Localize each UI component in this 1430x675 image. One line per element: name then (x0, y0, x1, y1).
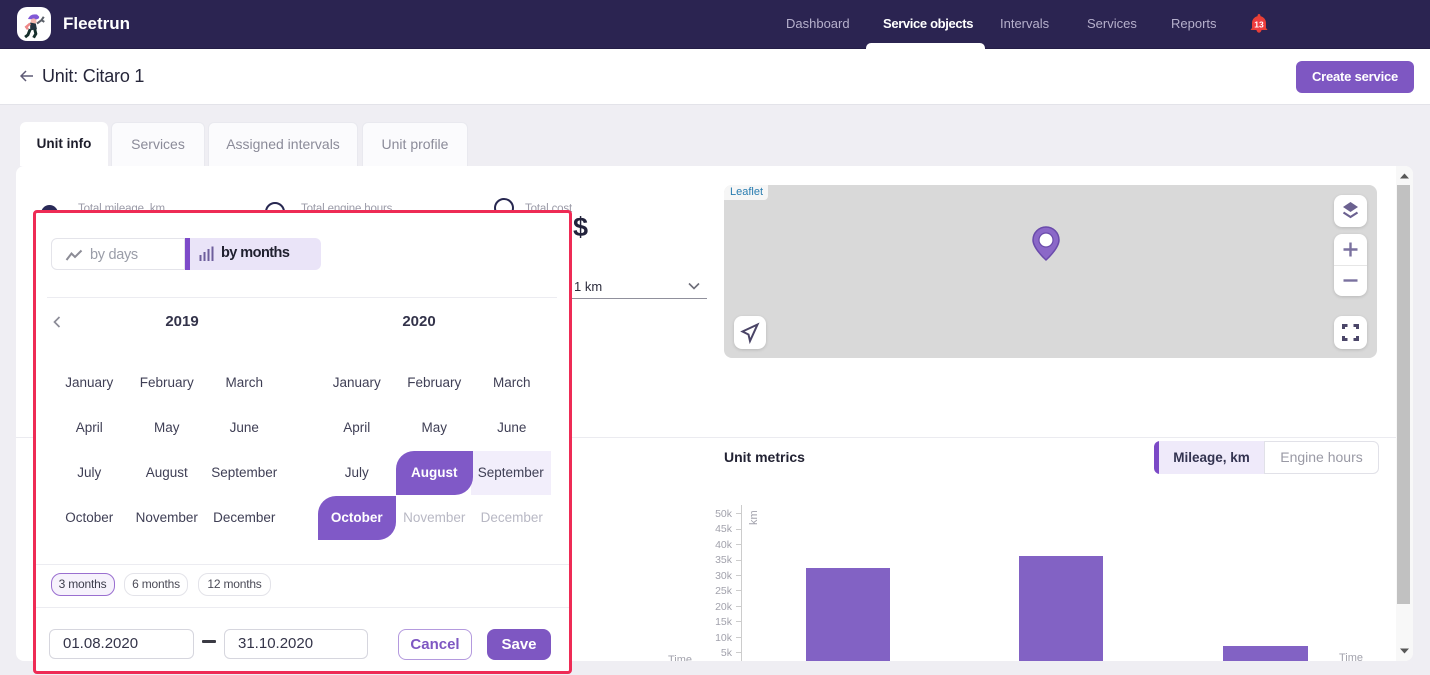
svg-text:13: 13 (1254, 20, 1264, 30)
